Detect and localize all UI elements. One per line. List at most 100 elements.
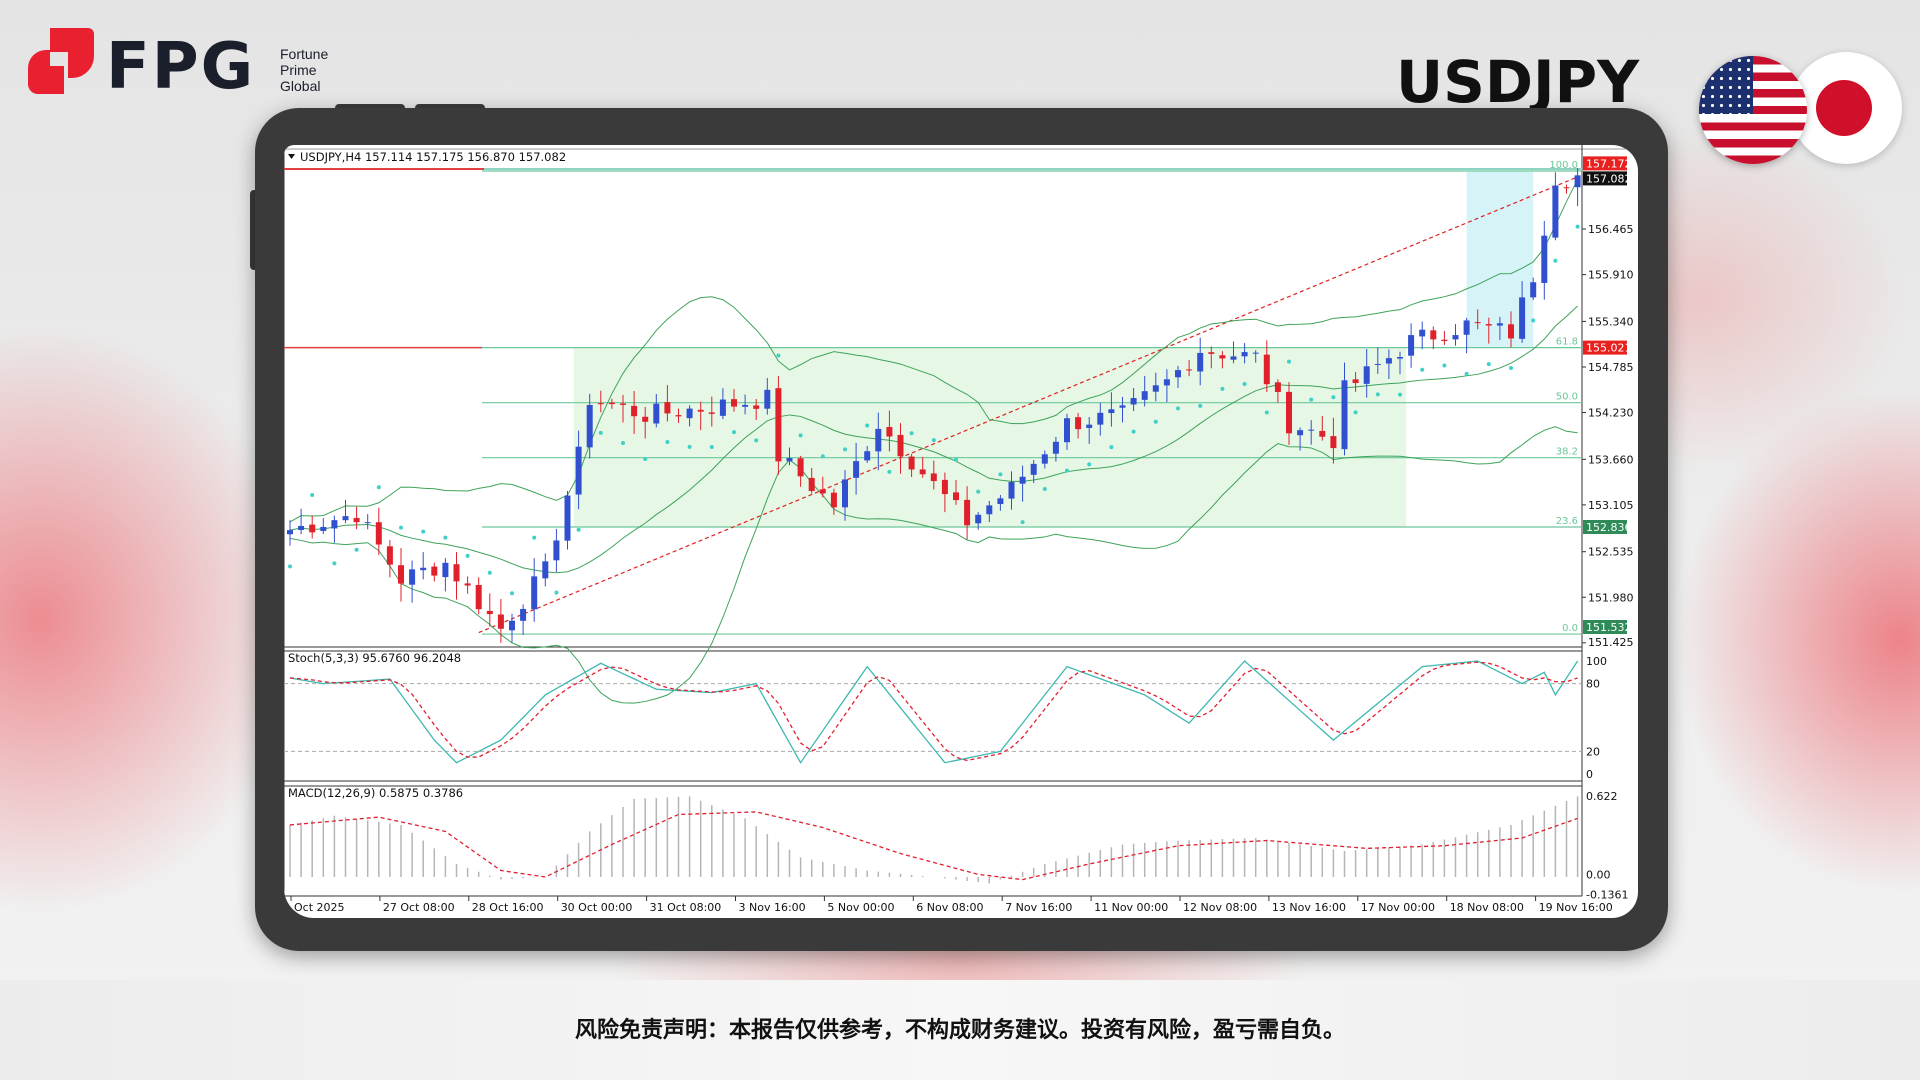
time-axis-label: 11 Nov 00:00 — [1094, 901, 1168, 914]
parabolic-sar-dot — [1131, 429, 1136, 434]
candle-body — [553, 540, 560, 561]
candle-body — [1263, 354, 1270, 385]
parabolic-sar-dot — [443, 535, 448, 540]
candle-body — [908, 456, 915, 470]
parabolic-sar-dot — [1553, 258, 1558, 263]
candle-body — [1374, 363, 1381, 365]
parabolic-sar-dot — [1087, 462, 1092, 467]
candle-body — [1197, 352, 1204, 372]
candle-body — [631, 405, 638, 417]
chart-screen[interactable]: USDJPY,H4 157.114 157.175 156.870 157.08… — [284, 145, 1638, 918]
time-axis-label: 30 Oct 00:00 — [561, 901, 633, 914]
candle-body — [320, 526, 327, 531]
parabolic-sar-dot — [1464, 371, 1469, 376]
time-axis-label: 18 Nov 08:00 — [1450, 901, 1524, 914]
candle-body — [1230, 356, 1237, 360]
macd-axis-label: 0.622 — [1586, 790, 1618, 803]
candle-body — [875, 428, 882, 452]
candle-body — [1508, 324, 1514, 339]
time-axis-label: 12 Nov 08:00 — [1183, 901, 1257, 914]
parabolic-sar-dot — [843, 447, 847, 452]
price-tick-label: 155.910 — [1588, 269, 1634, 282]
parabolic-sar-dot — [1020, 520, 1025, 525]
parabolic-sar-dot — [376, 485, 381, 490]
time-axis-label: 3 Nov 16:00 — [739, 901, 806, 914]
candle-body — [486, 610, 493, 615]
candle-body — [342, 516, 349, 521]
parabolic-sar-dot — [687, 444, 692, 449]
parabolic-sar-dot — [1442, 363, 1447, 368]
candle-body — [409, 569, 416, 585]
candle-body — [542, 561, 549, 579]
parabolic-sar-dot — [887, 469, 892, 474]
parabolic-sar-dot — [1309, 397, 1314, 402]
candle-body — [386, 546, 393, 565]
candle-body — [1385, 358, 1392, 364]
price-tick-label: 155.340 — [1588, 315, 1634, 328]
parabolic-sar-dot — [998, 472, 1003, 477]
time-axis-label: 5 Nov 00:00 — [827, 901, 894, 914]
candle-body — [1041, 454, 1048, 464]
candle-body — [420, 567, 427, 571]
candle-body — [808, 477, 815, 492]
candle-body — [1208, 352, 1215, 354]
brand-subtitle: Fortune Prime Global — [280, 46, 329, 94]
parabolic-sar-dot — [665, 440, 670, 445]
candle-body — [753, 405, 760, 409]
trading-chart[interactable]: USDJPY,H4 157.114 157.175 156.870 157.08… — [284, 145, 1638, 918]
stoch-label: Stoch(5,3,3) 95.6760 96.2048 — [288, 651, 461, 665]
chart-header: USDJPY,H4 157.114 157.175 156.870 157.08… — [300, 150, 566, 164]
candle-body — [1574, 175, 1581, 188]
fib-level-label: 50.0 — [1556, 392, 1578, 403]
parabolic-sar-dot — [1109, 445, 1114, 450]
candle-body — [464, 583, 471, 586]
candle-body — [1552, 185, 1559, 238]
candle-body — [1408, 335, 1415, 356]
candle-body — [1519, 297, 1526, 339]
trend-line — [478, 176, 1578, 634]
candle-body — [986, 505, 993, 515]
candle-body — [1430, 330, 1437, 340]
parabolic-sar-dot — [798, 433, 803, 438]
bollinger-lower — [289, 426, 1578, 704]
parabolic-sar-dot — [1176, 406, 1180, 411]
price-badge-label: 151.532 — [1586, 621, 1632, 634]
parabolic-sar-dot — [954, 457, 958, 462]
price-badge-label: 157.172 — [1586, 157, 1632, 170]
candle-body — [1341, 380, 1348, 450]
fpg-logo: FPG Fortune Prime Global — [28, 28, 348, 104]
candle-body — [864, 451, 871, 461]
candle-body — [686, 408, 693, 419]
time-axis-label: 31 Oct 08:00 — [650, 901, 722, 914]
candle-body — [531, 576, 538, 610]
candle-body — [620, 403, 626, 405]
candle-body — [509, 620, 515, 631]
price-badge — [1583, 156, 1627, 171]
parabolic-sar-dot — [643, 456, 648, 461]
price-tick-label: 154.785 — [1588, 361, 1634, 374]
candle-body — [1419, 329, 1426, 337]
time-axis-label: 19 Nov 16:00 — [1539, 901, 1613, 914]
price-badge — [1583, 171, 1627, 186]
parabolic-sar-dot — [865, 423, 870, 428]
candle-body — [1052, 441, 1059, 454]
candle-body — [398, 565, 404, 584]
parabolic-sar-dot — [1398, 392, 1402, 397]
symbol-dropdown-icon[interactable] — [288, 154, 295, 159]
parabolic-sar-dot — [1153, 419, 1158, 424]
parabolic-sar-dot — [1331, 395, 1336, 400]
candle-body — [964, 499, 971, 526]
candle-body — [1352, 379, 1359, 384]
candle-body — [1286, 391, 1292, 434]
parabolic-sar-dot — [1264, 410, 1269, 415]
candle-body — [597, 403, 604, 405]
candle-body — [708, 412, 715, 414]
parabolic-sar-dot — [465, 553, 470, 558]
parabolic-sar-dot — [332, 561, 337, 566]
macd-label: MACD(12,26,9) 0.5875 0.3786 — [288, 786, 463, 800]
candle-body — [1541, 235, 1548, 283]
candle-body — [1308, 429, 1315, 431]
candle-body — [1274, 382, 1281, 392]
parabolic-sar-dot — [1531, 318, 1536, 323]
parabolic-sar-dot — [1220, 386, 1225, 391]
